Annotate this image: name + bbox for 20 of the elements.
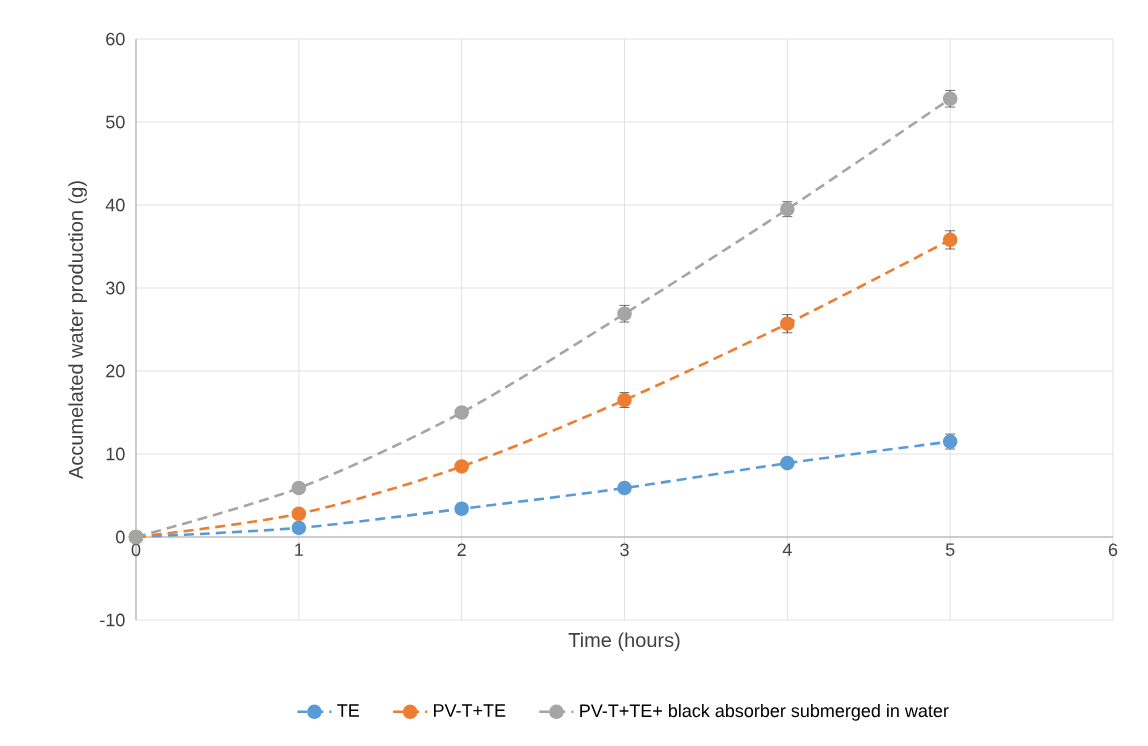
- y-tick-label: 20: [106, 364, 125, 378]
- legend-label: TE: [337, 704, 360, 717]
- x-tick-label: 3: [620, 543, 629, 557]
- legend-label: PV-T+TE: [434, 704, 506, 717]
- y-tick-label: 30: [106, 281, 125, 295]
- legend-label: PV-T+TE+ black absorber submerged in water: [580, 703, 949, 721]
- x-tick-label: 0: [131, 543, 141, 557]
- y-tick-label: 50: [106, 115, 125, 129]
- y-tick-label: -10: [100, 613, 125, 627]
- x-tick-label: 2: [457, 543, 466, 556]
- y-tick-label: 40: [105, 198, 125, 212]
- y-tick-label: 10: [106, 447, 125, 461]
- x-tick-label: 1: [295, 543, 303, 556]
- y-axis-title: Accumelated water production (g): [68, 181, 87, 479]
- x-tick-label: 4: [782, 543, 792, 556]
- x-tick-label: 6: [1108, 543, 1118, 557]
- y-tick-label: 60: [106, 32, 125, 46]
- y-tick-label: 0: [116, 530, 125, 544]
- x-tick-label: 5: [945, 543, 955, 556]
- x-axis-title: Time (hours): [568, 632, 680, 652]
